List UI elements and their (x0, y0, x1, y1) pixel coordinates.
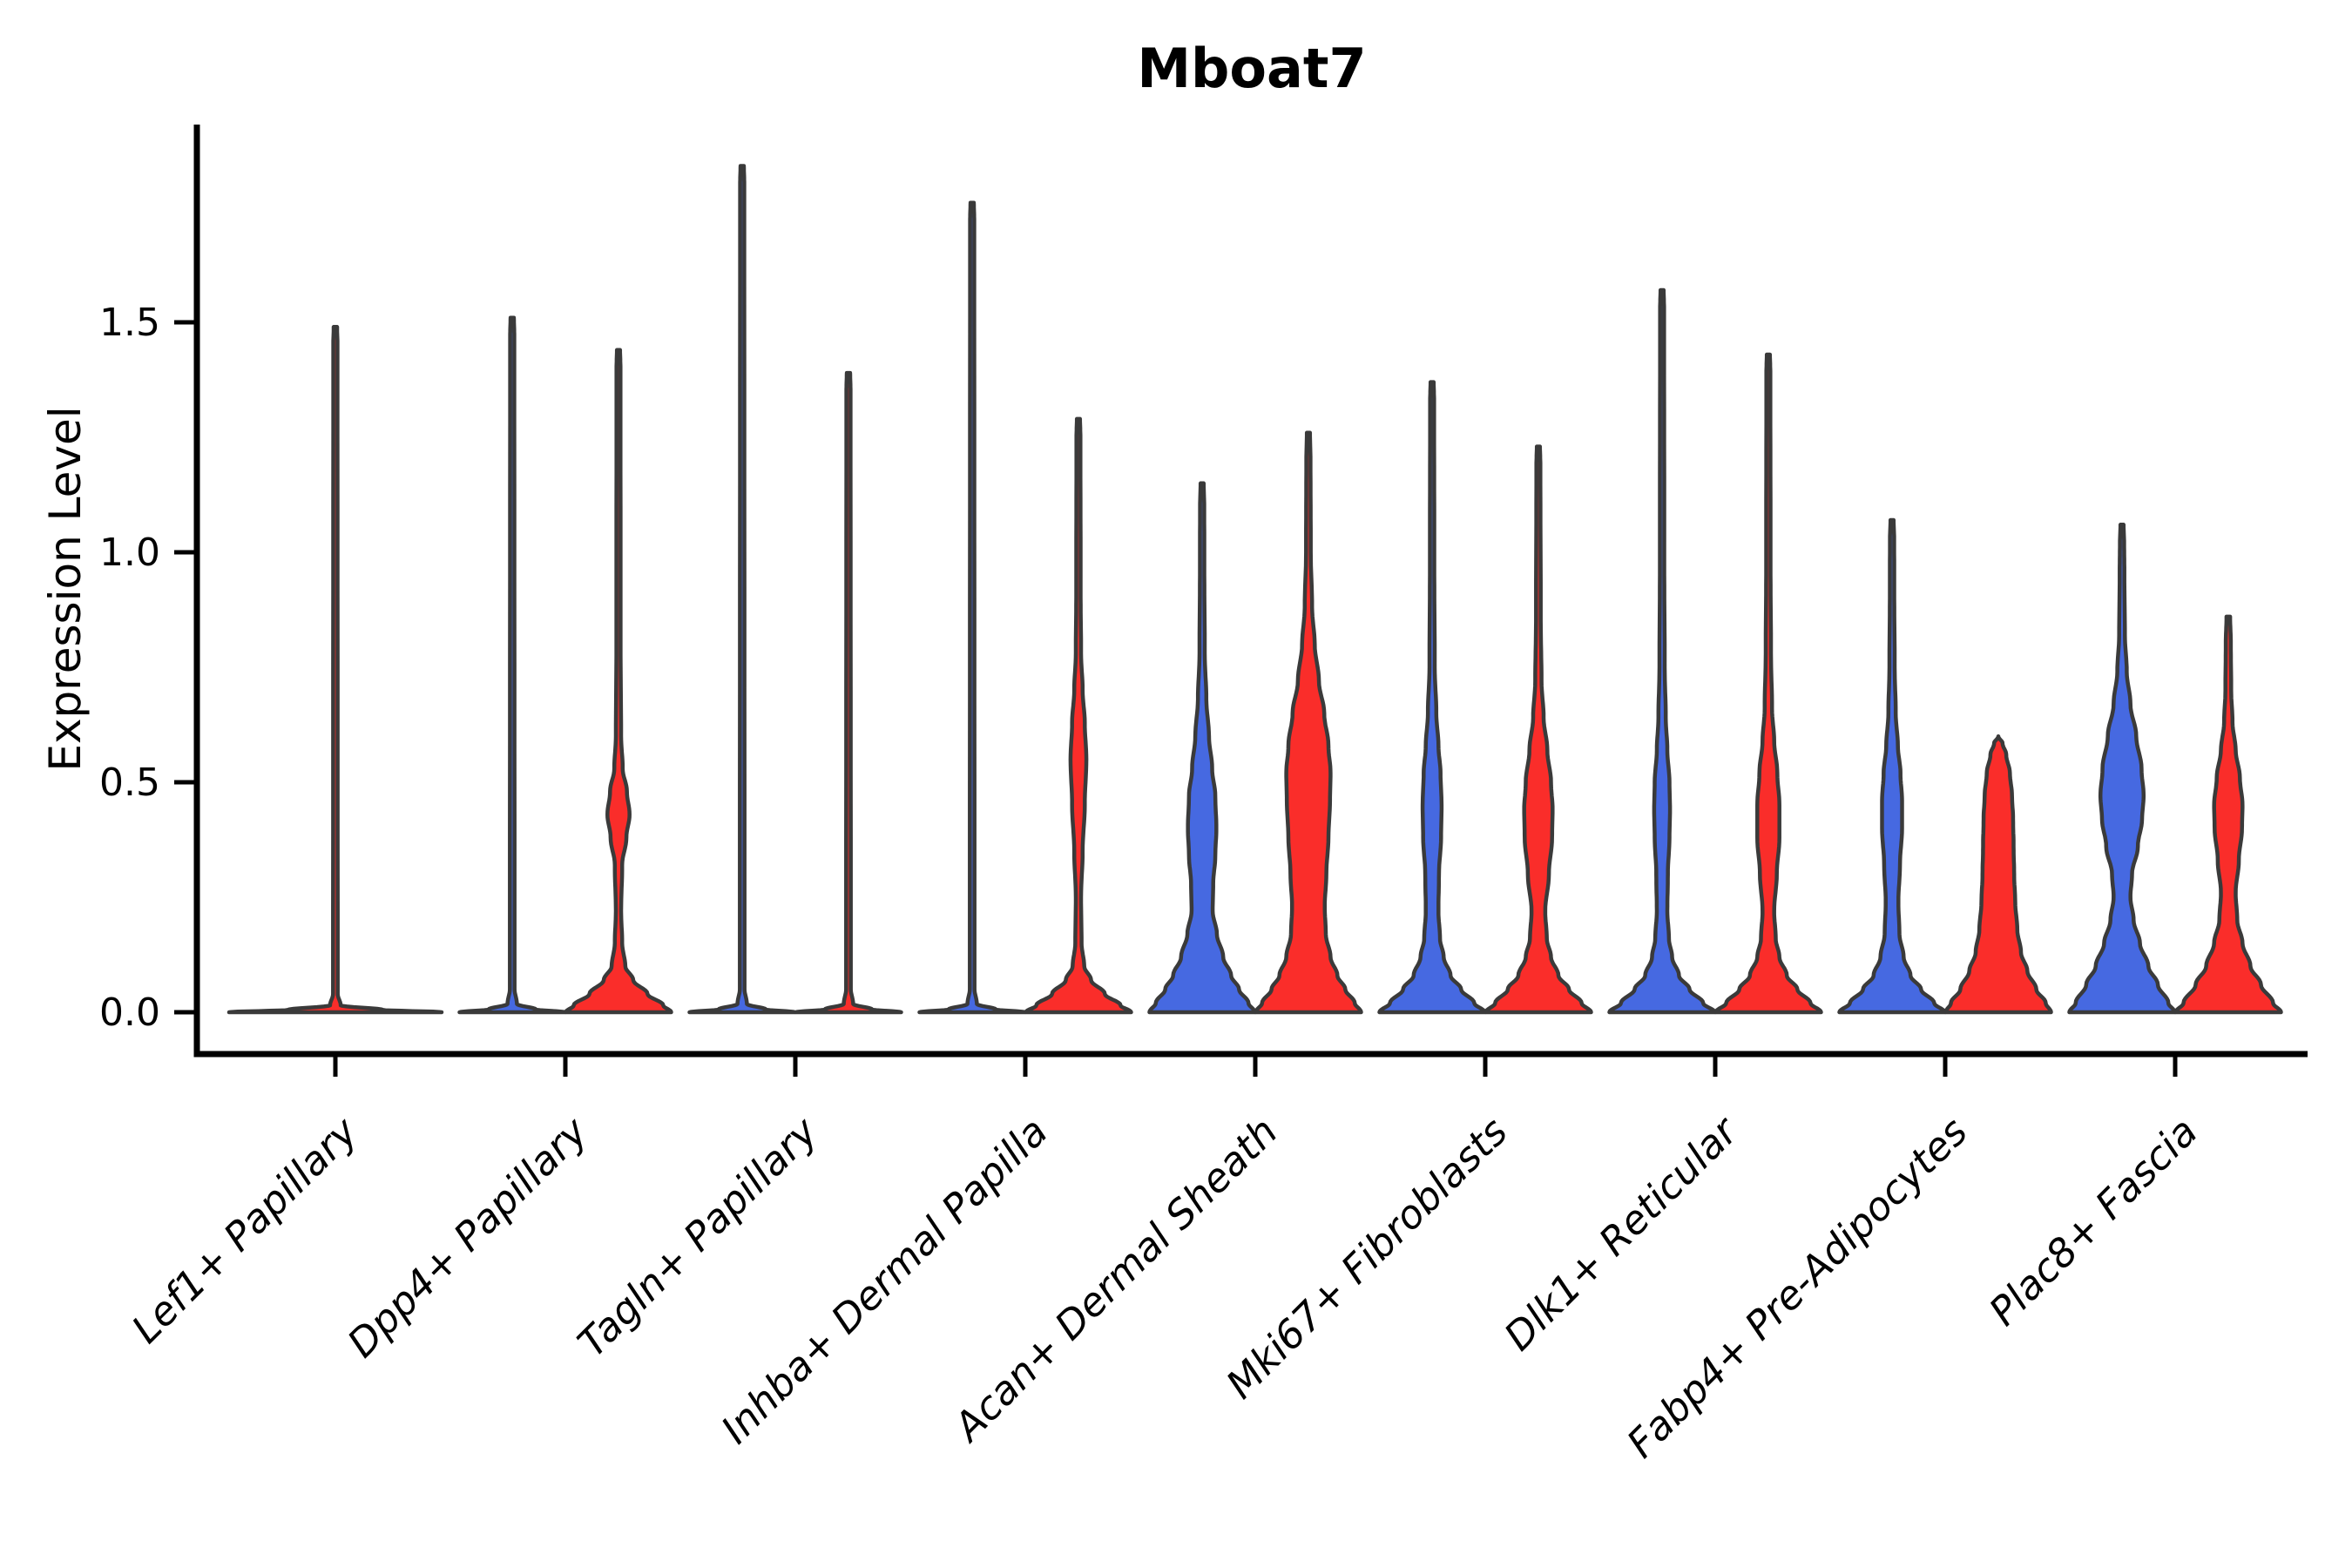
violin-tagln-papillary-left (687, 164, 797, 1015)
y-tick-label: 1.5 (99, 301, 160, 345)
axes-layer (174, 125, 2308, 1077)
x-tick-label-dlk1-reticular: Dlk1+ Reticular (1495, 1107, 1747, 1360)
violin-acan-dermal-sheath-left (1147, 481, 1257, 1015)
violin-lef1-papillary-full (226, 325, 444, 1015)
violin-tagln-papillary-right (794, 370, 903, 1015)
violin-inhba-dermal-papilla-right (1024, 416, 1133, 1015)
violin-mki67-fibroblasts-left (1377, 380, 1487, 1015)
violin-mki67-fibroblasts-right (1484, 444, 1593, 1015)
x-tick-label-dpp4-papillary: Dpp4+ Papillary (339, 1107, 598, 1366)
violin-fabp4-pre-adipocytes-right (1943, 733, 2053, 1015)
y-tick-label: 0.0 (99, 990, 160, 1035)
x-tick-label-tagln-papillary: Tagln+ Papillary (569, 1107, 828, 1366)
violin-plac8-fascia-left (2067, 523, 2177, 1015)
violin-dpp4-papillary-right (564, 348, 673, 1015)
x-tick-label-plac8-fascia: Plac8+ Fascia (1980, 1108, 2207, 1335)
y-tick-label: 1.0 (99, 531, 160, 575)
y-tick-label: 0.5 (99, 760, 160, 805)
violin-acan-dermal-sheath-right (1254, 430, 1363, 1015)
violin-dlk1-reticular-right (1713, 352, 1823, 1015)
violin-fabp4-pre-adipocytes-left (1837, 517, 1947, 1015)
violin-plac8-fascia-right (2173, 614, 2283, 1015)
x-tick-label-lef1-papillary: Lef1+ Papillary (123, 1107, 368, 1352)
violin-inhba-dermal-papilla-left (917, 200, 1027, 1015)
violins-layer (226, 164, 2283, 1015)
plot-title: Mboat7 (1137, 37, 1366, 100)
violin-dpp4-papillary-left (457, 315, 567, 1015)
y-axis-label: Expression Level (40, 406, 91, 771)
violin-dlk1-reticular-left (1607, 287, 1717, 1015)
